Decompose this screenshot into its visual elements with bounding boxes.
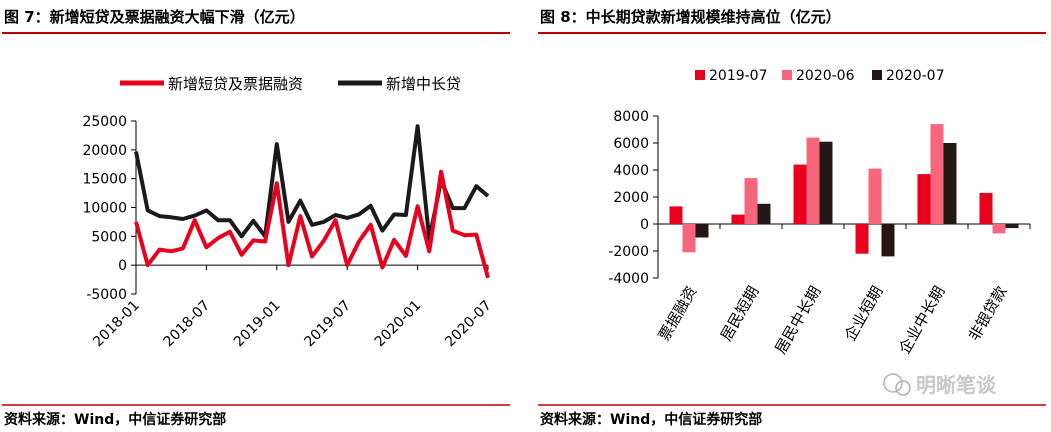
left-line-chart: -5000 0 5000 10000 15000 20000 25000 2018-01 201… [82, 75, 494, 350]
bar [757, 203, 771, 225]
y-tick-label: 8000 [613, 109, 649, 125]
category-label: 企业短期 [841, 283, 887, 344]
bar [943, 143, 957, 224]
bar [855, 224, 869, 254]
right-bar-chart: -4000 -2000 0 2000 4000 6000 8000 票据融资 居民短期 居民中长期… [608, 68, 1031, 357]
right-panel: 图 8：中长期贷款新增规模维持高位（亿元） 资料来源：Wind，中信证券研究部 … [538, 8, 1046, 428]
y-tick-label: 4000 [613, 163, 649, 179]
legend-swatch [782, 70, 792, 80]
bar [744, 178, 758, 224]
y-tick-label: -4000 [608, 271, 649, 287]
right-source-note: 资料来源：Wind，中信证券研究部 [540, 411, 762, 428]
y-tick-label: 15000 [82, 172, 127, 188]
series-line [134, 169, 490, 279]
right-chart-title: 图 8：中长期贷款新增规模维持高位（亿元） [540, 8, 841, 26]
bar [819, 141, 833, 224]
watermark: 明晰笔谈 [883, 373, 997, 397]
x-tick-label: 2018-01 [90, 298, 143, 351]
bar [669, 206, 683, 224]
y-tick-label: 25000 [82, 114, 127, 130]
bar [917, 174, 931, 224]
bar [793, 164, 807, 224]
y-tick-label: -5000 [86, 287, 127, 303]
left-source-note: 资料来源：Wind，中信证券研究部 [4, 411, 226, 428]
legend-label: 新增中长贷 [386, 75, 461, 93]
legend-label: 2020-07 [886, 68, 945, 84]
bar [992, 224, 1006, 234]
left-panel: 图 7：新增短贷及票据融资大幅下滑（亿元） 资料来源：Wind，中信证券研究部 … [2, 8, 510, 428]
x-tick-label: 2018-07 [161, 298, 214, 351]
y-tick-label: 6000 [613, 136, 649, 152]
bar [979, 192, 993, 224]
chat-bubble-icon [883, 373, 903, 393]
bar [881, 224, 895, 257]
category-label: 居民中长期 [771, 283, 824, 357]
bar [930, 124, 944, 224]
x-tick-label: 2019-01 [231, 298, 284, 351]
bar [695, 224, 709, 238]
category-label: 非银贷款 [965, 283, 1011, 344]
y-tick-label: 0 [118, 258, 127, 274]
legend-label: 2019-07 [709, 68, 768, 84]
x-tick-label: 2020-01 [372, 298, 425, 351]
legend-label: 新增短贷及票据融资 [168, 75, 303, 93]
category-label: 企业中长期 [895, 283, 948, 357]
legend-swatch [695, 70, 705, 80]
y-tick-label: 2000 [613, 190, 649, 206]
y-tick-label: -2000 [608, 244, 649, 260]
bar [1005, 224, 1019, 229]
y-tick-label: 5000 [91, 229, 127, 245]
watermark-text: 明晰笔谈 [916, 373, 997, 397]
bar [682, 224, 696, 253]
x-tick-label: 2020-07 [442, 298, 495, 351]
left-chart-title: 图 7：新增短贷及票据融资大幅下滑（亿元） [4, 8, 305, 26]
y-tick-label: 0 [640, 217, 649, 233]
bar [731, 214, 745, 224]
legend-label: 2020-06 [796, 68, 855, 84]
bar [868, 168, 882, 224]
bar [806, 137, 820, 224]
legend-swatch [872, 70, 882, 80]
y-tick-label: 10000 [82, 201, 127, 217]
chat-bubble-small-icon [895, 380, 911, 396]
category-label: 居民短期 [717, 283, 763, 344]
x-tick-label: 2019-07 [301, 298, 354, 351]
y-tick-label: 20000 [82, 143, 127, 159]
category-label: 票据融资 [655, 283, 701, 344]
